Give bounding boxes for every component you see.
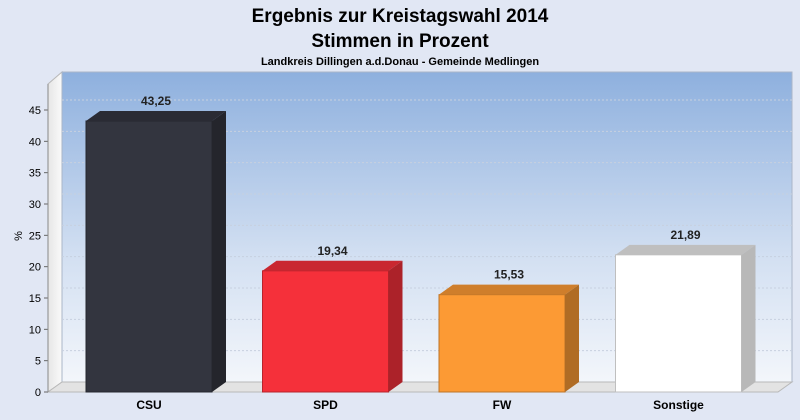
y-axis-ticks: 0 5 10 15 20 25 30 35 40 45 — [29, 105, 48, 399]
y-tick-label: 25 — [29, 230, 41, 242]
y-axis-label: % — [13, 231, 25, 241]
bar-value-label: 43,25 — [141, 94, 171, 108]
y-tick-label: 45 — [29, 105, 41, 117]
y-tick-label: 40 — [29, 136, 41, 148]
chart-title: Ergebnis zur Kreistagswahl 2014 — [252, 6, 549, 27]
bar-top — [262, 260, 403, 271]
bar-sonstige: 21,89 — [615, 228, 756, 393]
x-category-label: CSU — [136, 398, 161, 412]
x-category-label: Sonstige — [653, 398, 704, 412]
bar-value-label: 21,89 — [670, 228, 700, 242]
y-tick-label: 5 — [35, 356, 41, 368]
x-axis-categories: CSU SPD FW Sonstige — [136, 398, 704, 412]
y-tick-label: 10 — [29, 324, 41, 336]
bar-front — [615, 254, 742, 393]
y-tick-label: 30 — [29, 199, 41, 211]
plot-left-wall — [47, 70, 63, 393]
bar-csu: 43,25 — [85, 94, 226, 393]
y-tick-label: 15 — [29, 293, 41, 305]
bar-front — [262, 270, 389, 393]
x-category-label: SPD — [313, 398, 338, 412]
y-tick-label: 0 — [35, 387, 41, 399]
chart-subtitle: Stimmen in Prozent — [311, 31, 489, 52]
bar-top — [439, 284, 579, 295]
bar-top — [86, 110, 226, 121]
bar-side — [212, 110, 226, 392]
bar-value-label: 15,53 — [494, 268, 524, 282]
chart-caption: Landkreis Dillingen a.d.Donau - Gemeinde… — [261, 56, 539, 68]
y-tick-label: 35 — [29, 168, 41, 180]
y-tick-label: 20 — [29, 262, 41, 274]
bar-top — [615, 244, 756, 255]
bar-front — [85, 120, 213, 393]
bar-side — [565, 284, 579, 392]
bar-value-label: 19,34 — [317, 244, 347, 258]
bar-spd: 19,34 — [262, 244, 403, 393]
bar-side — [388, 260, 403, 392]
x-category-label: FW — [493, 398, 512, 412]
bars: 43,25 19,34 15,53 21,89 — [85, 94, 756, 393]
bar-side — [741, 244, 756, 392]
bar-fw: 15,53 — [438, 268, 579, 393]
bar-front — [438, 294, 566, 393]
